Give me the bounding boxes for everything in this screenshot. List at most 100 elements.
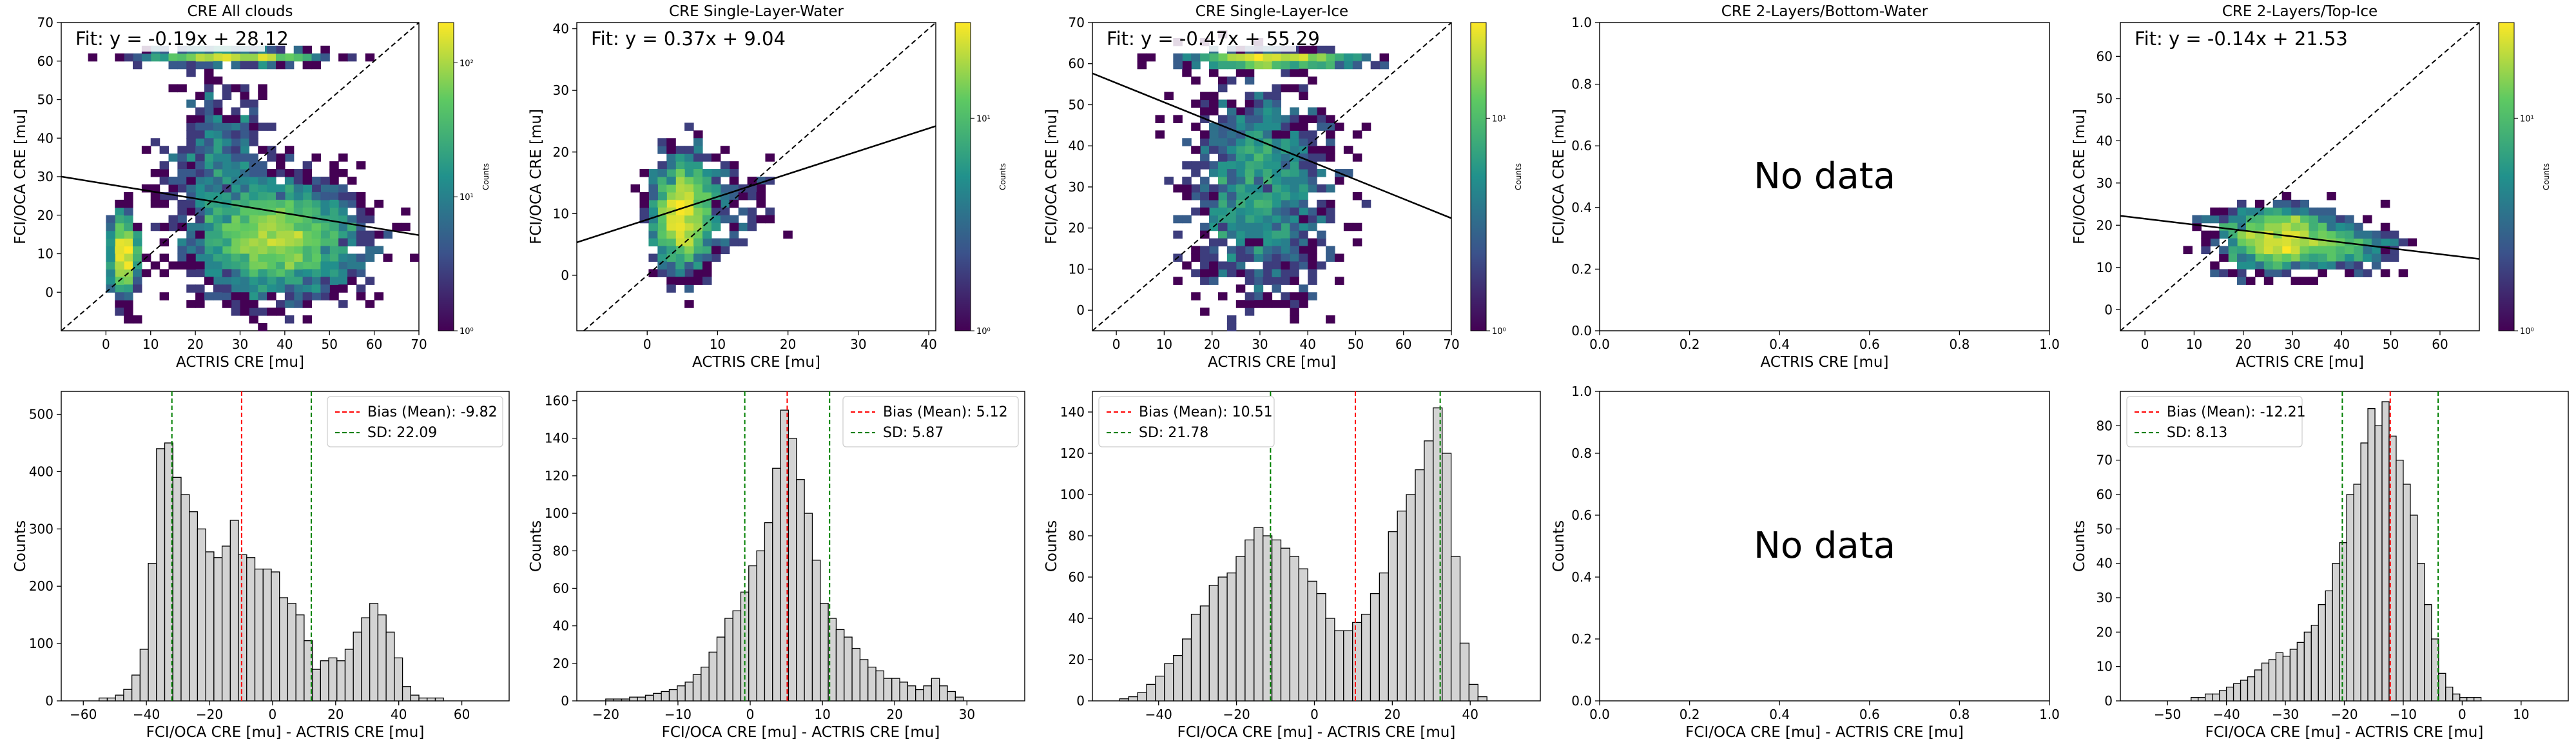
heatmap-cell: [1263, 261, 1273, 270]
heatmap-cell: [702, 153, 712, 162]
heatmap-cell: [2309, 215, 2318, 224]
histogram-bar: [2374, 425, 2383, 702]
histogram-bar: [867, 666, 876, 702]
heatmap-cell: [1254, 123, 1264, 131]
heatmap-cell: [1226, 161, 1237, 170]
heatmap-cell: [702, 184, 712, 193]
heatmap-cell: [284, 253, 295, 262]
heatmap-cell: [329, 238, 339, 247]
heatmap-cell: [666, 246, 676, 255]
heatmap-cell: [329, 246, 339, 255]
heatmap-cell: [1299, 53, 1308, 62]
heatmap-cell: [329, 191, 339, 201]
heatmap-cell: [1254, 292, 1264, 300]
heatmap-cell: [213, 153, 223, 162]
heatmap-cell: [756, 184, 766, 193]
histogram-bar: [369, 603, 379, 702]
histogram-bar: [677, 685, 686, 702]
scatter-x-tick-label: 60: [1395, 337, 1411, 352]
histogram-y-tick-label: 0.6: [1571, 507, 1592, 523]
heatmap-cell: [1290, 191, 1299, 201]
heatmap-cell: [267, 308, 276, 316]
heatmap-cell: [293, 191, 304, 201]
colorbar-tick-label: 10⁰: [2520, 327, 2534, 337]
heatmap-cell: [684, 207, 694, 216]
histogram-bar: [637, 696, 646, 702]
heatmap-cell: [1308, 253, 1317, 262]
heatmap-cell: [2318, 230, 2327, 239]
heatmap-cell: [115, 284, 124, 293]
heatmap-cell: [1272, 130, 1282, 139]
histogram-y-tick-label: 100: [1060, 487, 1085, 502]
heatmap-cell: [258, 146, 267, 154]
heatmap-cell: [329, 261, 339, 270]
heatmap-cell: [2272, 269, 2283, 277]
heatmap-cell: [1290, 177, 1299, 185]
heatmap-cell: [2336, 253, 2345, 262]
heatmap-cell: [276, 45, 286, 54]
heatmap-cell: [675, 169, 685, 177]
histogram-bar: [2282, 656, 2291, 702]
heatmap-cell: [124, 207, 133, 216]
histogram-bars: [2191, 401, 2482, 702]
scatter-y-tick-label: 10: [2097, 260, 2113, 275]
heatmap-cell: [320, 207, 330, 216]
heatmap-cell: [666, 215, 676, 224]
heatmap-cell: [1209, 99, 1219, 108]
heatmap-cell: [1272, 61, 1282, 70]
heatmap-cell: [276, 199, 286, 208]
heatmap-cell: [1254, 153, 1264, 162]
heatmap-cell: [1290, 246, 1299, 255]
heatmap-cell: [1281, 153, 1290, 162]
heatmap-cell: [2237, 207, 2247, 216]
heatmap-cell: [2263, 238, 2274, 247]
histogram-x-tick-label: 40: [1462, 707, 1478, 722]
heatmap-cell: [1299, 61, 1308, 70]
one-to-one-line: [583, 22, 936, 331]
heatmap-cell: [2362, 238, 2372, 247]
heatmap-cell: [276, 261, 286, 270]
heatmap-cell: [765, 215, 775, 224]
heatmap-cell: [2210, 230, 2220, 239]
heatmap-cell: [675, 246, 685, 255]
heatmap-cell: [1226, 253, 1237, 262]
histogram-bar: [1477, 696, 1487, 702]
heatmap-cell: [186, 284, 196, 293]
heatmap-cell: [1272, 207, 1282, 216]
heatmap-cell: [2354, 261, 2363, 270]
heatmap-cell: [284, 238, 295, 247]
histogram-bar: [661, 691, 670, 702]
heatmap-cell: [2237, 277, 2247, 285]
scatter-x-tick-label: 0.0: [1589, 337, 1610, 352]
heatmap-cell: [276, 184, 286, 193]
heatmap-cell: [410, 253, 420, 262]
heatmap-cell: [276, 53, 286, 62]
heatmap-cell: [1281, 115, 1290, 123]
histogram-y-tick-label: 0: [561, 693, 569, 709]
heatmap-cell: [231, 269, 241, 277]
heatmap-cell: [1200, 269, 1210, 277]
scatter-x-tick-label: 10: [710, 337, 726, 352]
histogram-x-tick-label: 10: [2513, 707, 2529, 722]
heatmap-cell: [1217, 61, 1228, 70]
heatmap-cell: [1290, 161, 1299, 170]
heatmap-cell: [124, 315, 133, 324]
heatmap-cell: [1308, 169, 1317, 177]
scatter-x-tick-label: 30: [850, 337, 866, 352]
colorbar: [954, 22, 971, 331]
heatmap-cell: [338, 253, 348, 262]
histogram-bar: [320, 660, 329, 702]
histogram-bar: [2346, 494, 2354, 702]
histogram-bar: [1254, 527, 1264, 702]
one-to-one-line: [1092, 22, 1452, 331]
heatmap-cell: [249, 138, 258, 146]
histogram-x-axis-label: FCI/OCA CRE [mu] - ACTRIS CRE [mu]: [2205, 724, 2484, 741]
histogram-bar: [2254, 669, 2263, 702]
histogram-y-tick-label: 0: [1076, 693, 1085, 709]
histogram-bar: [246, 557, 256, 702]
heatmap-cell: [276, 284, 286, 293]
heatmap-cell: [213, 138, 223, 146]
heatmap-cell: [1217, 115, 1228, 123]
heatmap-cell: [1290, 123, 1299, 131]
heatmap-cell: [311, 253, 321, 262]
